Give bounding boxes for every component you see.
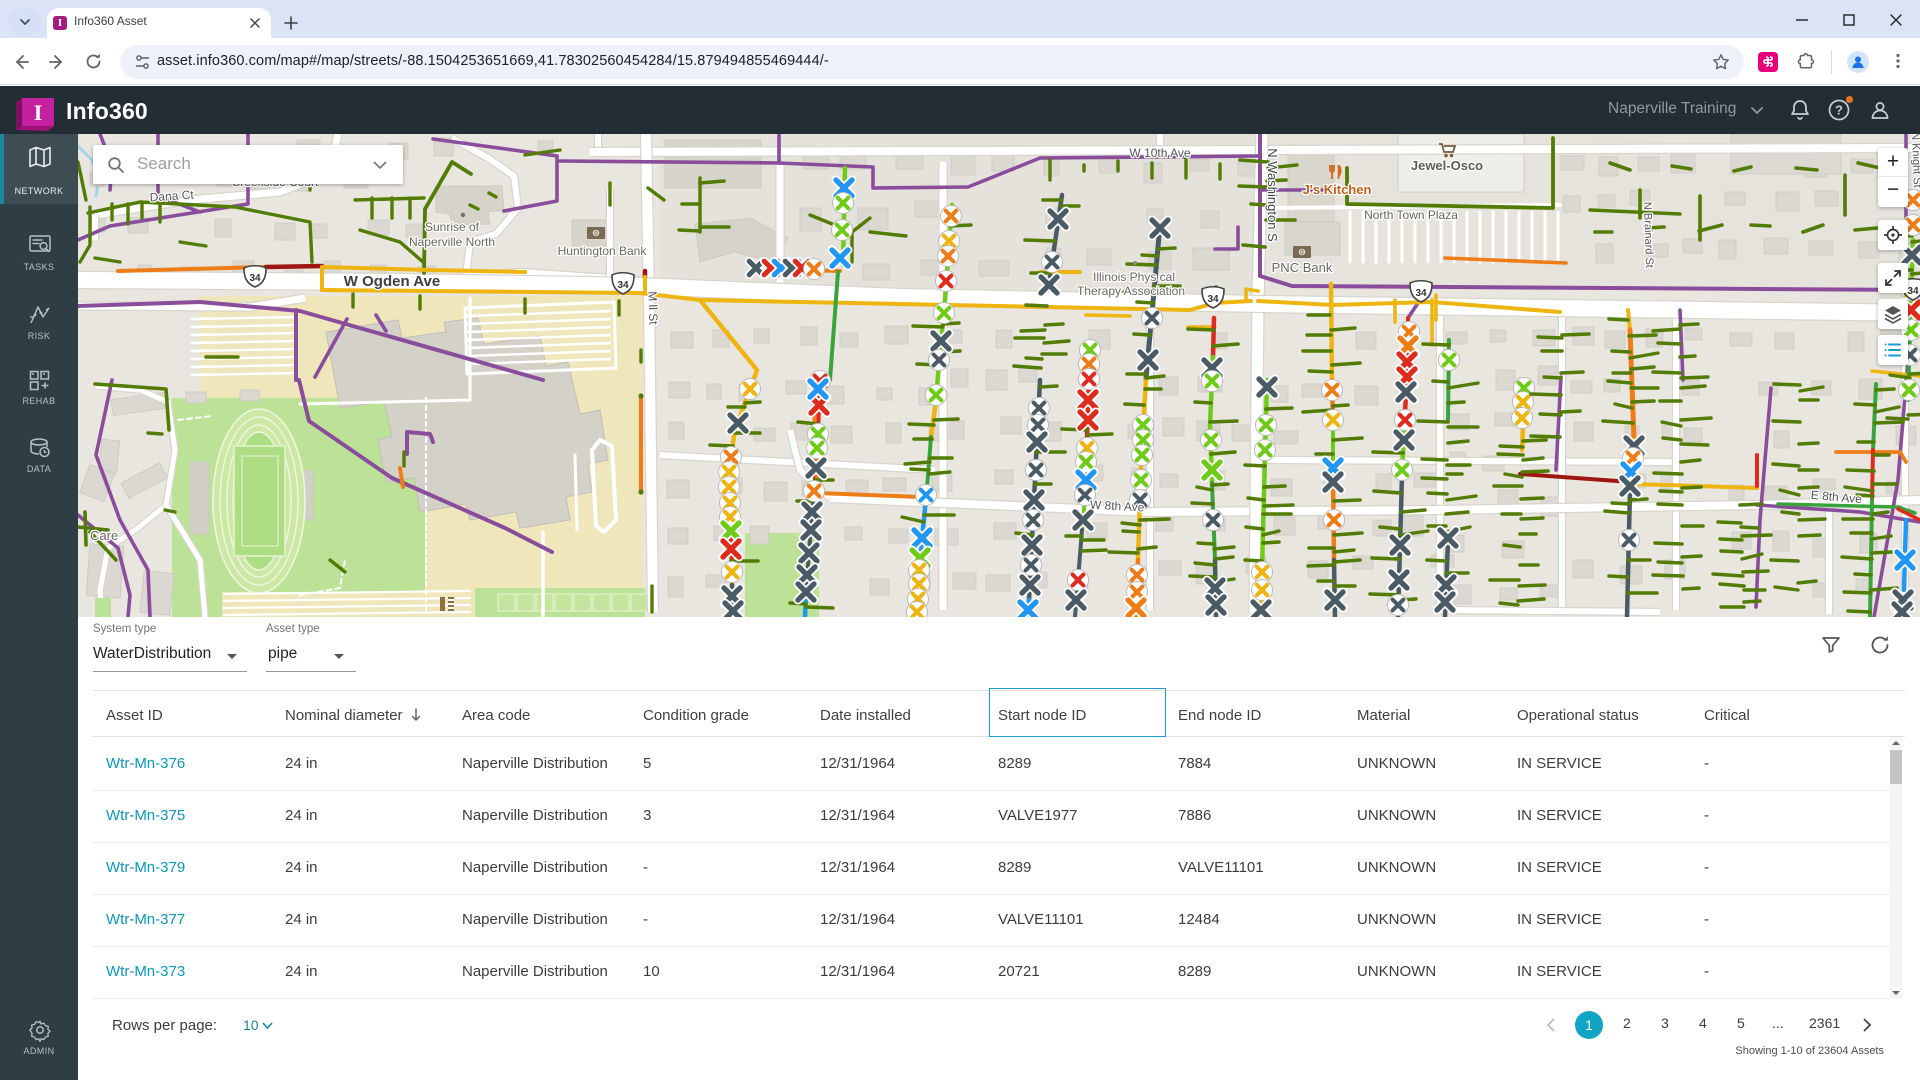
svg-text:Care: Care [90,528,118,543]
svg-text:W 8th Ave: W 8th Ave [1090,498,1145,515]
svg-text:I: I [34,100,43,125]
svg-text:Jewel-Osco: Jewel-Osco [1411,158,1483,173]
svg-text:34: 34 [1907,286,1919,297]
svg-text:N Knight St: N Knight St [1909,134,1920,188]
svg-text:Huntington Bank: Huntington Bank [558,244,648,258]
svg-text:North Town Plaza: North Town Plaza [1364,208,1458,222]
svg-text:J's Kitchen: J's Kitchen [1303,182,1372,197]
svg-text:0: 0 [1300,250,1304,257]
svg-text:34: 34 [249,273,261,284]
svg-text:Illinois Phys cal: Illinois Phys cal [1093,270,1175,284]
svg-text:N Brainard St: N Brainard St [1641,202,1655,268]
svg-text:N Washington S: N Washington S [1265,148,1280,242]
svg-text:PNC Bank: PNC Bank [1272,260,1333,275]
svg-text:Therapy Association: Therapy Association [1077,284,1185,298]
svg-text:34: 34 [617,280,629,291]
svg-text:E 8th Ave: E 8th Ave [1810,488,1863,506]
svg-text:Naperville North: Naperville North [409,235,495,249]
svg-text:W 10th Ave: W 10th Ave [1129,146,1190,160]
svg-text:Dana Ct: Dana Ct [149,187,195,204]
svg-text:0: 0 [594,231,598,238]
svg-text:M ll St: M ll St [645,291,660,325]
svg-text:34: 34 [1207,294,1219,305]
svg-text:W Ogden Ave: W Ogden Ave [344,273,440,290]
svg-text:Sunrise of: Sunrise of [425,220,480,234]
svg-text:?: ? [1835,103,1843,118]
svg-text:34: 34 [1415,288,1427,299]
